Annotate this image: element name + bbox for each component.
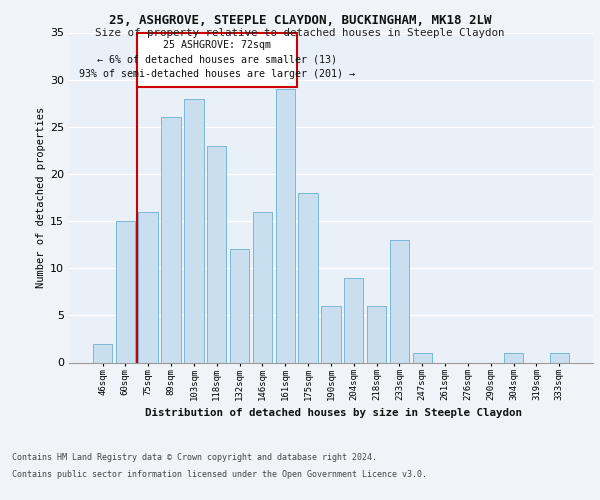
Bar xyxy=(550,353,569,362)
Text: Contains HM Land Registry data © Crown copyright and database right 2024.: Contains HM Land Registry data © Crown c… xyxy=(12,452,377,462)
Bar xyxy=(161,118,181,362)
FancyBboxPatch shape xyxy=(137,32,296,87)
Bar xyxy=(253,212,272,362)
Text: Size of property relative to detached houses in Steeple Claydon: Size of property relative to detached ho… xyxy=(95,28,505,38)
Bar xyxy=(116,221,135,362)
Bar xyxy=(367,306,386,362)
Bar xyxy=(344,278,364,362)
Bar xyxy=(275,89,295,362)
Text: Distribution of detached houses by size in Steeple Claydon: Distribution of detached houses by size … xyxy=(145,408,521,418)
Bar xyxy=(93,344,112,362)
Bar xyxy=(321,306,341,362)
Bar xyxy=(207,146,226,362)
Text: 25 ASHGROVE: 72sqm
← 6% of detached houses are smaller (13)
93% of semi-detached: 25 ASHGROVE: 72sqm ← 6% of detached hous… xyxy=(79,40,355,79)
Text: 25, ASHGROVE, STEEPLE CLAYDON, BUCKINGHAM, MK18 2LW: 25, ASHGROVE, STEEPLE CLAYDON, BUCKINGHA… xyxy=(109,14,491,27)
Bar xyxy=(390,240,409,362)
Bar xyxy=(139,212,158,362)
Bar xyxy=(184,98,203,362)
Y-axis label: Number of detached properties: Number of detached properties xyxy=(36,107,46,288)
Text: Contains public sector information licensed under the Open Government Licence v3: Contains public sector information licen… xyxy=(12,470,427,479)
Bar xyxy=(230,250,249,362)
Bar xyxy=(298,193,318,362)
Bar xyxy=(504,353,523,362)
Bar xyxy=(413,353,432,362)
